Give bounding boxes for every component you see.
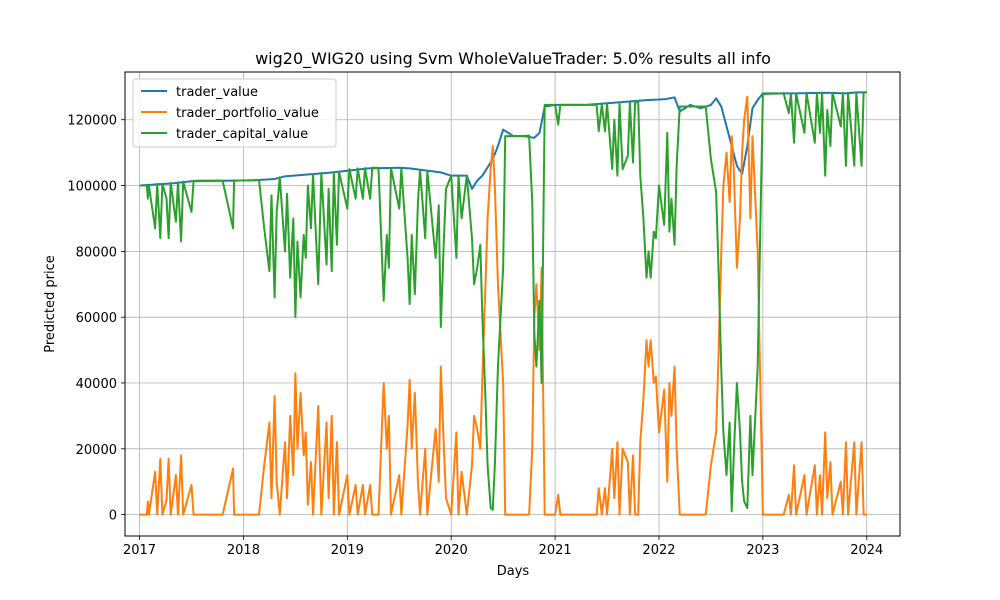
y-tick-label: 100000 — [67, 180, 117, 195]
y-tick-label: 60000 — [76, 311, 117, 326]
plot-area — [125, 72, 900, 536]
series-line-trader-capital-value — [139, 91, 867, 513]
plot-frame — [124, 71, 901, 537]
x-axis: 2017 2018 2019 2020 2021 2022 2023 2024 — [123, 536, 883, 558]
y-tick-label: 20000 — [76, 443, 117, 458]
x-tick-label: 2019 — [331, 543, 364, 558]
x-tick-label: 2020 — [435, 543, 468, 558]
x-tick-label: 2018 — [227, 543, 260, 558]
x-axis-label: Days — [497, 564, 530, 579]
x-tick-label: 2022 — [642, 543, 675, 558]
legend-label-trader-portfolio-value: trader_portfolio_value — [176, 106, 319, 121]
series-line-trader-portfolio-value — [139, 95, 867, 516]
x-tick-label: 2023 — [746, 543, 779, 558]
x-tick-label: 2021 — [539, 543, 572, 558]
y-axis-label: Predicted price — [43, 255, 58, 353]
y-tick-label: 0 — [109, 509, 117, 524]
legend-box — [132, 78, 337, 148]
legend-label-trader-value: trader_value — [176, 85, 258, 100]
x-tick-label: 2024 — [850, 543, 883, 558]
y-tick-label: 40000 — [76, 377, 117, 392]
chart-title: wig20_WIG20 using Svm WholeValueTrader: … — [255, 49, 771, 69]
y-tick-label: 120000 — [67, 114, 117, 129]
series-line-trader-value — [139, 91, 867, 190]
legend: trader_value trader_portfolio_value trad… — [132, 78, 337, 148]
series-layer — [139, 91, 867, 516]
x-tick-label: 2017 — [123, 543, 156, 558]
y-tick-label: 80000 — [76, 245, 117, 260]
y-axis: 0 20000 40000 60000 80000 100000 120000 — [67, 114, 125, 524]
legend-label-trader-capital-value: trader_capital_value — [176, 127, 308, 142]
